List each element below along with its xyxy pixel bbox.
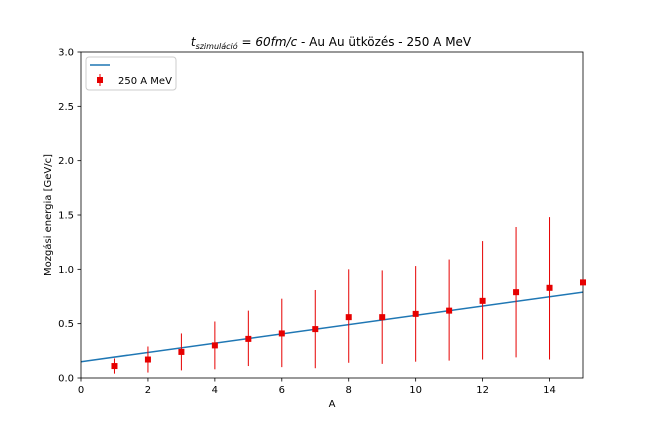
x-tick-label: 10 [409,385,422,396]
x-axis-ticks: 0 2 4 6 8 10 12 14 [78,378,556,396]
y-axis-label: Mozgási energia [GeV/c] [42,154,54,276]
data-point [580,279,586,286]
title-math-main: t [191,35,197,49]
data-point [144,356,151,363]
data-point [278,330,285,337]
legend-series-marker [97,74,103,86]
x-tick-label: 12 [476,385,489,396]
legend: 250 A MeV [85,56,177,91]
fit-line [81,291,583,363]
y-tick-label: 1.5 [58,211,74,222]
data-point [245,335,252,342]
y-axis-ticks: 0.0 0.5 1.0 1.5 2.0 2.5 3.0 [58,48,81,385]
plot-frame [80,51,584,379]
legend-marker [97,77,103,83]
data-point [312,326,319,333]
legend-series-label: 250 A MeV [118,76,172,87]
data-point [412,310,419,317]
x-tick-label: 8 [346,385,352,396]
title-text: - Au Au ütközés - 250 A MeV [297,35,472,49]
data-point [345,314,352,321]
title-math-subscript: szimuláció [196,41,238,51]
data-point [379,314,386,321]
x-tick-label: 6 [279,385,285,396]
x-axis-label: A [329,399,336,410]
data-point [178,348,185,355]
x-tick-label: 4 [212,385,218,396]
data-point [513,289,520,296]
chart-title: tszimuláció = 60fm/c - Au Au ütközés - 2… [191,35,472,51]
y-tick-label: 0.0 [58,374,74,385]
data-point [546,284,553,291]
x-tick-label: 2 [145,385,151,396]
y-tick-label: 0.5 [58,319,74,330]
data-point [479,297,486,304]
x-tick-label: 14 [543,385,556,396]
title-math-rest: = 60fm/c [238,35,298,49]
y-tick-label: 3.0 [58,48,74,59]
data-point [211,342,218,349]
y-tick-label: 1.0 [58,265,74,276]
plot-area: 0 2 4 6 8 10 12 14 0.0 0.5 1.0 1.5 2.0 2.5 3.0 [58,48,586,396]
data-point [446,307,453,314]
y-tick-label: 2.0 [58,156,74,167]
y-tick-label: 2.5 [58,102,74,113]
x-tick-label: 0 [78,385,84,396]
series-markers [111,279,586,370]
data-point [111,363,118,370]
